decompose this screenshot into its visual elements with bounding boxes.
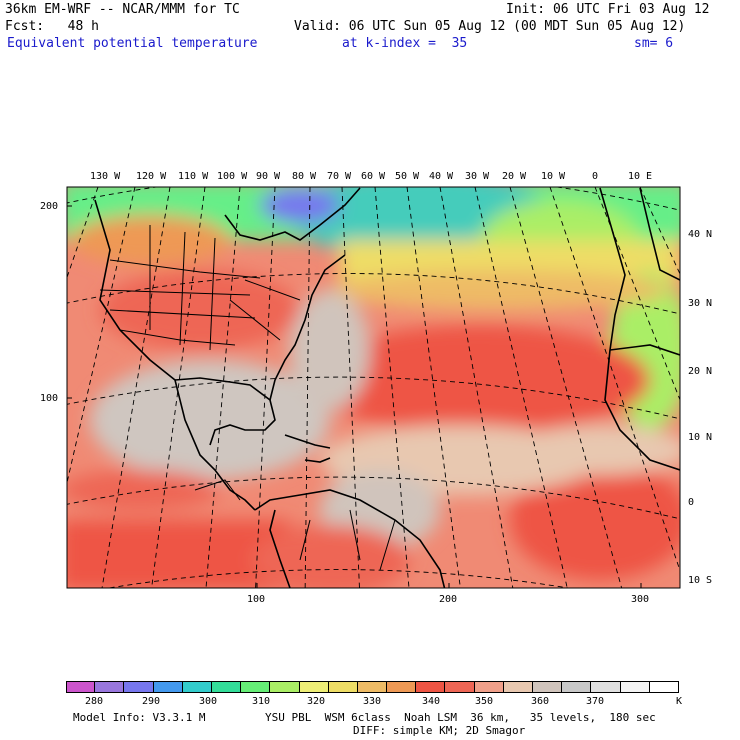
grid-y-label: 200 <box>40 201 59 212</box>
colorbar-unit: K <box>676 696 683 707</box>
lon-label: 100 W <box>217 171 248 182</box>
field-name: Equivalent potential temperature <box>7 36 258 51</box>
colorbar-swatch <box>591 681 621 693</box>
level-label: at k-index = 35 <box>342 36 468 51</box>
colorbar-swatch <box>445 681 475 693</box>
physics-info: YSU PBL WSM 6class Noah LSM 36 km, 35 le… <box>265 711 656 724</box>
lon-label: 130 W <box>90 171 121 182</box>
smoothing-label: sm= 6 <box>634 36 674 51</box>
colorbar-swatch <box>504 681 533 693</box>
model-info: Model Info: V3.3.1 M <box>73 711 206 724</box>
graticule <box>67 187 680 588</box>
colorbar-label: 350 <box>475 696 494 707</box>
grid-y-label: 100 <box>40 393 59 404</box>
lon-label: 10 E <box>628 171 653 182</box>
colorbar-label: 360 <box>531 696 550 707</box>
colorbar-swatch <box>387 681 416 693</box>
lon-label: 0 <box>592 171 599 182</box>
borders <box>99 225 396 571</box>
colorbar-label: 280 <box>85 696 104 707</box>
colorbar-swatch <box>270 681 300 693</box>
lon-label: 90 W <box>256 171 281 182</box>
colorbar-swatch <box>562 681 591 693</box>
colorbar-swatch <box>416 681 445 693</box>
valid-time: Valid: 06 UTC Sun 05 Aug 12 (00 MDT Sun … <box>294 19 686 34</box>
colorbar-label: 340 <box>422 696 441 707</box>
colorbar-swatch <box>329 681 358 693</box>
map-frame <box>66 186 681 589</box>
lon-label: 50 W <box>395 171 420 182</box>
lon-label: 10 W <box>541 171 566 182</box>
coastlines <box>94 187 680 588</box>
lon-label: 70 W <box>327 171 352 182</box>
theta-e-field <box>67 187 680 588</box>
grid-x-label: 100 <box>247 594 266 605</box>
colorbar-swatch <box>533 681 562 693</box>
colorbar-label: 320 <box>307 696 326 707</box>
lat-label: 30 N <box>688 298 713 309</box>
colorbar-label: 370 <box>586 696 605 707</box>
lon-label: 30 W <box>465 171 490 182</box>
lat-label: 20 N <box>688 366 713 377</box>
lon-label: 120 W <box>136 171 167 182</box>
lon-label: 40 W <box>429 171 454 182</box>
colorbar-swatch <box>124 681 154 693</box>
colorbar-label: 310 <box>252 696 271 707</box>
forecast-hour: Fcst: 48 h <box>5 19 99 34</box>
colorbar-swatch <box>66 681 95 693</box>
lon-label: 60 W <box>361 171 386 182</box>
colorbar-swatch <box>358 681 387 693</box>
colorbar-swatch <box>300 681 329 693</box>
colorbar-label: 330 <box>363 696 382 707</box>
model-title: 36km EM-WRF -- NCAR/MMM for TC <box>5 2 240 17</box>
grid-x-label: 200 <box>439 594 458 605</box>
lon-label: 110 W <box>178 171 209 182</box>
colorbar-swatch <box>183 681 212 693</box>
init-time: Init: 06 UTC Fri 03 Aug 12 <box>506 2 710 17</box>
diffusion-info: DIFF: simple KM; 2D Smagor <box>353 724 526 737</box>
colorbar-swatch <box>95 681 124 693</box>
lat-label: 10 S <box>688 575 713 586</box>
colorbar-swatch <box>212 681 241 693</box>
lon-label: 20 W <box>502 171 527 182</box>
colorbar-swatch <box>154 681 183 693</box>
grid-x-label: 300 <box>631 594 650 605</box>
colorbar-swatch <box>241 681 270 693</box>
colorbar-label: 300 <box>199 696 218 707</box>
colorbar-swatch <box>475 681 504 693</box>
colorbar-swatch <box>621 681 650 693</box>
lon-label: 80 W <box>292 171 317 182</box>
lat-label: 10 N <box>688 432 713 443</box>
colorbar-label: 290 <box>142 696 161 707</box>
lat-label: 0 <box>688 497 695 508</box>
colorbar-swatch <box>650 681 679 693</box>
lat-label: 40 N <box>688 229 713 240</box>
